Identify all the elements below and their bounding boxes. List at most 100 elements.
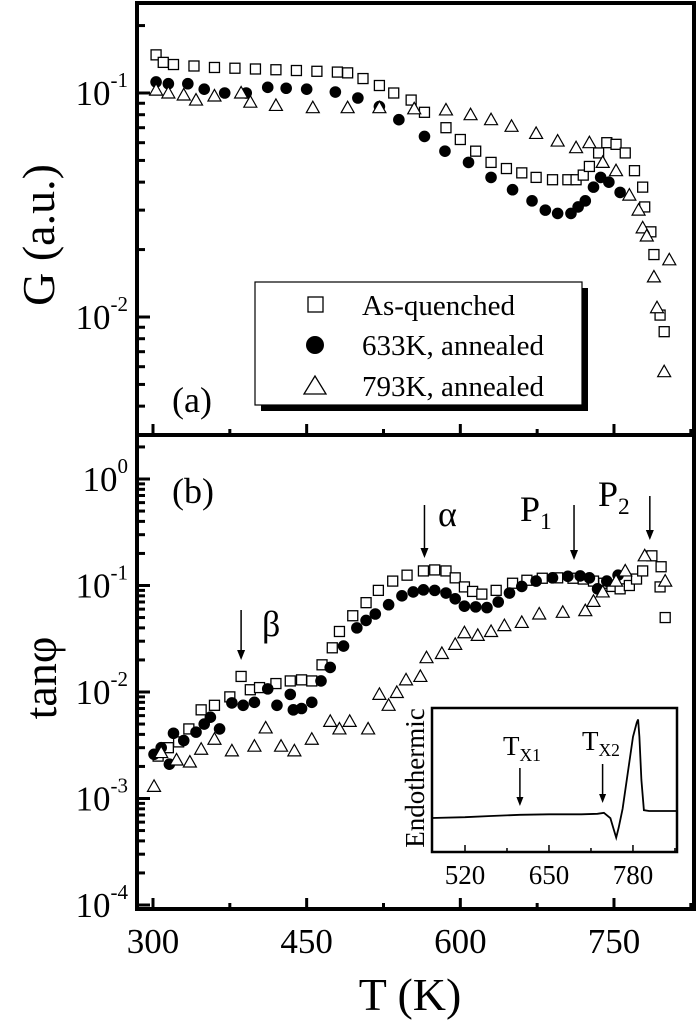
data-point bbox=[208, 61, 221, 74]
data-point bbox=[481, 601, 493, 614]
data-point bbox=[295, 674, 308, 686]
y-tick-label: 10-3 bbox=[76, 774, 129, 819]
data-point bbox=[516, 167, 528, 179]
data-point bbox=[539, 204, 552, 216]
data-point bbox=[555, 604, 571, 618]
data-point bbox=[273, 738, 289, 752]
data-point bbox=[167, 58, 180, 71]
data-point bbox=[496, 617, 512, 632]
data-point bbox=[387, 575, 399, 587]
inset-annotation-label-base: T bbox=[582, 726, 599, 756]
data-point bbox=[577, 602, 593, 617]
data-point bbox=[351, 622, 363, 634]
data-point bbox=[470, 627, 486, 641]
y-tick-label-exponent: 0 bbox=[118, 454, 129, 478]
y-tick-label-base: 10 bbox=[76, 567, 111, 606]
data-point bbox=[193, 741, 209, 755]
data-point bbox=[412, 668, 428, 683]
x-tick-label: 750 bbox=[588, 922, 641, 961]
data-point bbox=[381, 697, 397, 711]
data-point bbox=[623, 579, 635, 592]
data-point bbox=[188, 60, 200, 72]
data-point bbox=[463, 106, 479, 121]
data-point bbox=[246, 738, 262, 752]
data-point bbox=[226, 697, 238, 709]
annotation-label: P2 bbox=[598, 474, 630, 520]
data-point bbox=[286, 743, 302, 757]
data-point bbox=[514, 614, 530, 629]
data-point bbox=[434, 645, 450, 660]
data-point bbox=[603, 176, 615, 188]
data-point bbox=[373, 79, 386, 92]
data-point bbox=[360, 614, 372, 627]
panel-label: (a) bbox=[172, 380, 212, 420]
plot-frame bbox=[135, 1, 696, 911]
y-tick-label-exponent: -1 bbox=[111, 68, 129, 92]
data-point bbox=[249, 63, 262, 75]
data-point bbox=[485, 156, 497, 169]
data-point bbox=[182, 77, 194, 90]
data-point bbox=[401, 569, 413, 581]
data-point bbox=[648, 248, 660, 261]
data-point bbox=[528, 125, 544, 140]
y-tick-label-exponent: -2 bbox=[111, 667, 129, 691]
data-point bbox=[649, 300, 665, 314]
data-point bbox=[637, 181, 649, 193]
data-point bbox=[617, 563, 633, 577]
data-point bbox=[150, 49, 162, 61]
data-point bbox=[305, 696, 318, 709]
data-point bbox=[526, 195, 538, 207]
data-point bbox=[595, 584, 611, 598]
data-point bbox=[331, 66, 344, 78]
data-points bbox=[146, 49, 677, 792]
data-point bbox=[177, 734, 190, 747]
legend: As-quenched 633K, annealed 793K, annealed bbox=[254, 281, 588, 411]
data-point bbox=[506, 183, 519, 196]
data-point bbox=[440, 122, 452, 134]
data-point bbox=[577, 169, 589, 181]
data-point bbox=[631, 202, 647, 216]
y-tick-label-base: 10 bbox=[76, 74, 111, 113]
series-1 bbox=[150, 76, 626, 220]
data-point bbox=[418, 106, 431, 118]
data-point bbox=[261, 81, 274, 94]
data-point bbox=[458, 600, 471, 612]
y-tick-label-exponent: -1 bbox=[111, 561, 129, 585]
data-point bbox=[195, 704, 207, 716]
arrow-head-icon bbox=[599, 794, 607, 803]
data-point bbox=[357, 72, 369, 85]
data-point bbox=[270, 677, 282, 690]
legend-triangle-icon bbox=[302, 374, 328, 395]
data-point bbox=[610, 138, 622, 150]
data-point bbox=[546, 572, 559, 584]
data-point bbox=[454, 133, 466, 146]
data-point bbox=[407, 586, 419, 598]
data-point bbox=[208, 699, 221, 711]
data-point bbox=[655, 561, 667, 573]
data-point bbox=[440, 587, 452, 599]
data-point bbox=[270, 64, 282, 76]
data-point bbox=[311, 65, 323, 77]
data-point bbox=[429, 564, 441, 576]
data-point bbox=[628, 165, 641, 177]
data-point bbox=[469, 601, 482, 613]
data-point bbox=[568, 139, 584, 154]
annotation-label-subscript: 1 bbox=[540, 509, 552, 535]
inset-annotation-label: TX1 bbox=[503, 731, 541, 765]
data-point bbox=[393, 113, 405, 126]
data-point bbox=[305, 99, 321, 114]
data-point bbox=[530, 171, 542, 184]
data-point bbox=[574, 570, 586, 582]
y-tick-label: 10-2 bbox=[76, 667, 129, 712]
data-point bbox=[428, 584, 441, 597]
data-point bbox=[646, 269, 662, 283]
data-point bbox=[300, 83, 313, 95]
data-point bbox=[581, 134, 597, 149]
data-point bbox=[551, 207, 564, 220]
data-point bbox=[157, 56, 169, 69]
data-point bbox=[360, 721, 376, 735]
arrow-head-icon bbox=[645, 530, 654, 540]
data-point bbox=[248, 696, 261, 709]
y-axis-label: tanφ bbox=[15, 637, 66, 720]
